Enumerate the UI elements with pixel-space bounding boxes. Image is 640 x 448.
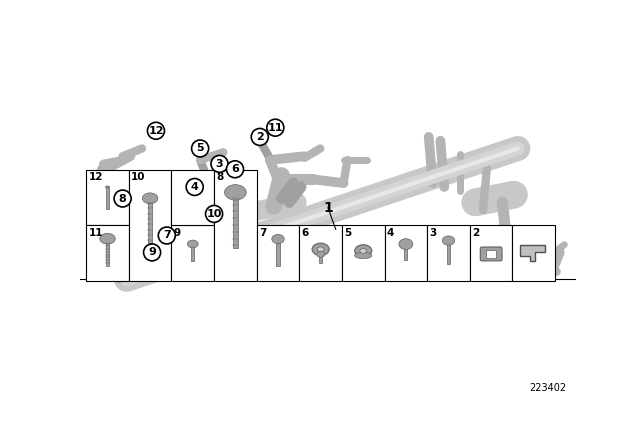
Text: 8: 8 bbox=[119, 194, 127, 203]
Bar bbox=[404, 246, 408, 260]
Ellipse shape bbox=[106, 186, 109, 188]
Text: 4: 4 bbox=[387, 228, 394, 238]
Text: 6: 6 bbox=[231, 164, 239, 174]
Bar bbox=[300, 225, 342, 281]
Bar bbox=[106, 187, 109, 208]
Bar bbox=[276, 241, 280, 266]
Ellipse shape bbox=[355, 252, 372, 258]
Text: 8: 8 bbox=[216, 172, 223, 182]
Text: 7: 7 bbox=[163, 230, 171, 241]
Text: 11: 11 bbox=[88, 228, 103, 238]
Ellipse shape bbox=[188, 240, 198, 248]
Text: 12: 12 bbox=[88, 172, 103, 182]
Bar bbox=[129, 170, 172, 281]
Text: 7: 7 bbox=[259, 228, 266, 238]
Text: 6: 6 bbox=[301, 228, 309, 238]
Ellipse shape bbox=[100, 233, 115, 244]
Bar bbox=[385, 225, 428, 281]
Bar bbox=[148, 200, 152, 243]
Ellipse shape bbox=[317, 251, 324, 257]
Text: 10: 10 bbox=[206, 209, 222, 219]
Bar bbox=[191, 246, 195, 261]
Text: 4: 4 bbox=[191, 182, 198, 192]
Circle shape bbox=[205, 206, 223, 222]
Ellipse shape bbox=[142, 193, 158, 204]
Bar bbox=[470, 225, 513, 281]
Text: 1: 1 bbox=[323, 201, 333, 215]
Text: 10: 10 bbox=[131, 172, 146, 182]
Circle shape bbox=[252, 129, 268, 146]
Text: 5: 5 bbox=[344, 228, 351, 238]
Ellipse shape bbox=[312, 243, 329, 255]
Bar bbox=[513, 225, 555, 281]
Text: 11: 11 bbox=[268, 123, 283, 133]
Ellipse shape bbox=[355, 245, 372, 257]
Bar bbox=[257, 225, 300, 281]
Text: 223402: 223402 bbox=[529, 383, 566, 392]
Ellipse shape bbox=[442, 236, 454, 245]
Bar bbox=[214, 170, 257, 281]
Circle shape bbox=[267, 119, 284, 136]
Polygon shape bbox=[520, 246, 545, 261]
Circle shape bbox=[186, 178, 204, 195]
Ellipse shape bbox=[225, 185, 246, 200]
Circle shape bbox=[143, 244, 161, 261]
Text: 3: 3 bbox=[429, 228, 436, 238]
Circle shape bbox=[211, 155, 228, 172]
Bar bbox=[342, 225, 385, 281]
Text: 5: 5 bbox=[196, 143, 204, 154]
Ellipse shape bbox=[272, 234, 284, 244]
Text: 12: 12 bbox=[148, 126, 164, 136]
Text: 2: 2 bbox=[256, 132, 264, 142]
Circle shape bbox=[114, 190, 131, 207]
Bar bbox=[486, 250, 496, 258]
Text: 2: 2 bbox=[472, 228, 479, 238]
Text: 3: 3 bbox=[216, 159, 223, 169]
Circle shape bbox=[227, 161, 244, 178]
Ellipse shape bbox=[399, 239, 413, 250]
Bar bbox=[86, 225, 129, 281]
Circle shape bbox=[147, 122, 164, 139]
Bar bbox=[172, 170, 214, 225]
Bar bbox=[233, 195, 237, 248]
Bar bbox=[86, 170, 129, 225]
Text: 9: 9 bbox=[148, 247, 156, 258]
Bar bbox=[447, 242, 450, 264]
Bar bbox=[106, 241, 109, 266]
Bar bbox=[428, 225, 470, 281]
Bar bbox=[172, 225, 214, 281]
Ellipse shape bbox=[317, 247, 324, 252]
Circle shape bbox=[191, 140, 209, 157]
FancyBboxPatch shape bbox=[480, 247, 502, 261]
Bar bbox=[319, 255, 322, 263]
Text: 9: 9 bbox=[174, 228, 181, 238]
Ellipse shape bbox=[360, 248, 367, 254]
Circle shape bbox=[158, 227, 175, 244]
